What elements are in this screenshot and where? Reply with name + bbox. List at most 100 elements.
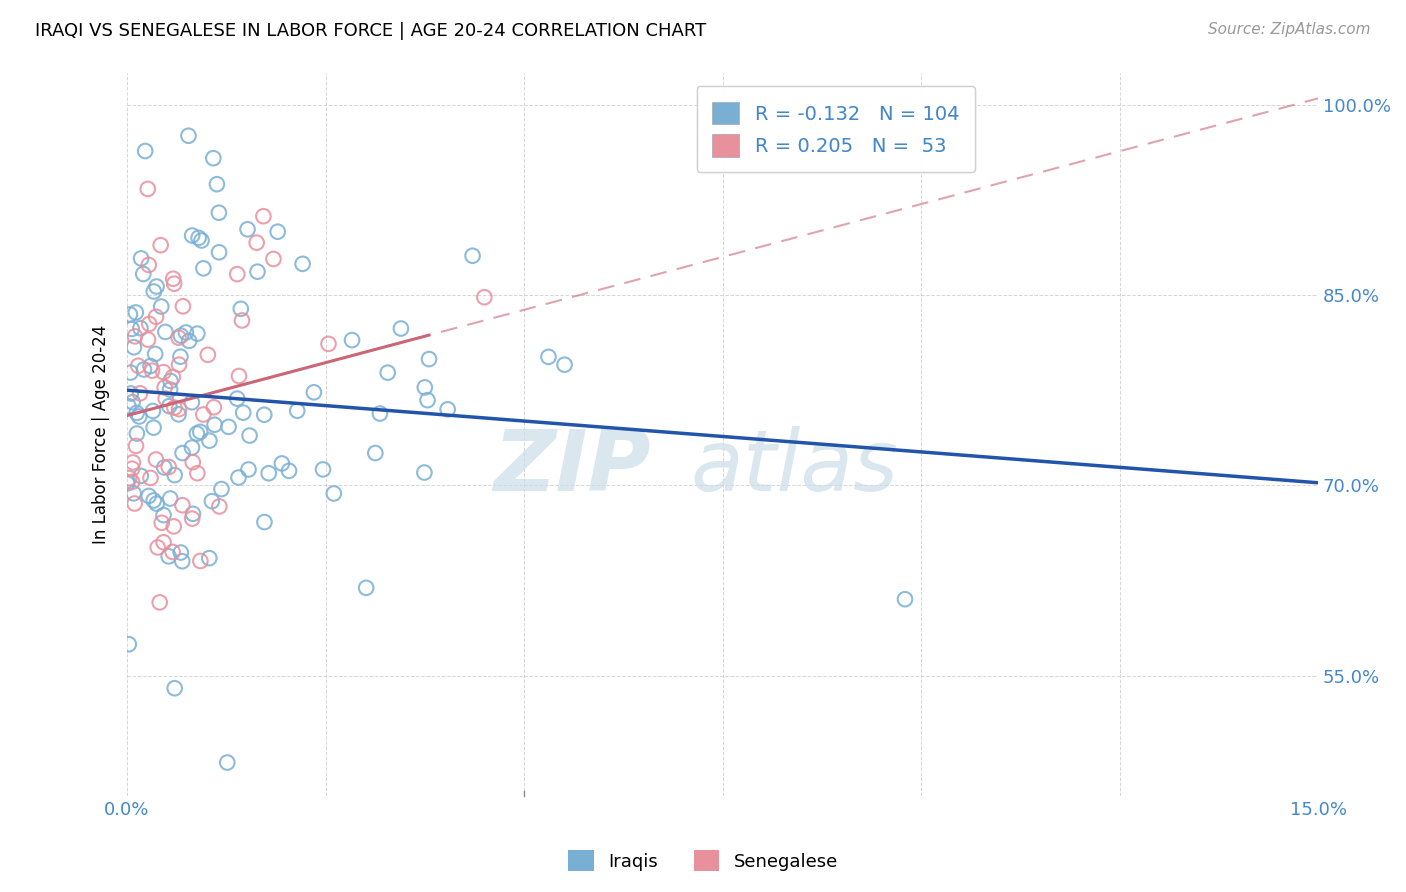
Point xyxy=(157,399,180,413)
Point xyxy=(142,404,165,418)
Text: Source: ZipAtlas.com: Source: ZipAtlas.com xyxy=(1208,22,1371,37)
Point xyxy=(181,228,204,243)
Point xyxy=(201,494,224,508)
Point xyxy=(322,486,344,500)
Point xyxy=(238,462,260,476)
Point xyxy=(159,491,181,506)
Point xyxy=(143,347,166,361)
Point xyxy=(136,182,159,196)
Point xyxy=(291,257,314,271)
Y-axis label: In Labor Force | Age 20-24: In Labor Force | Age 20-24 xyxy=(93,325,110,544)
Point xyxy=(537,350,560,364)
Point xyxy=(190,554,212,568)
Point xyxy=(157,460,180,475)
Point xyxy=(246,235,269,250)
Point xyxy=(129,321,152,335)
Legend: R = -0.132   N = 104, R = 0.205   N =  53: R = -0.132 N = 104, R = 0.205 N = 53 xyxy=(696,87,974,172)
Point xyxy=(152,508,174,522)
Point xyxy=(139,359,162,373)
Point xyxy=(239,428,262,442)
Point xyxy=(226,392,249,406)
Point xyxy=(159,383,181,397)
Point xyxy=(354,581,377,595)
Point xyxy=(129,469,152,483)
Point xyxy=(181,511,204,525)
Point xyxy=(138,489,160,503)
Point xyxy=(262,252,284,266)
Point xyxy=(132,362,155,376)
Point xyxy=(121,461,143,475)
Point xyxy=(145,452,167,467)
Point xyxy=(170,328,193,343)
Point xyxy=(121,395,143,409)
Point xyxy=(172,299,194,313)
Point xyxy=(208,245,231,260)
Point xyxy=(150,516,173,530)
Point xyxy=(145,310,167,324)
Point xyxy=(162,271,184,285)
Point xyxy=(285,403,308,417)
Point xyxy=(129,252,152,266)
Point xyxy=(128,409,150,424)
Point xyxy=(436,402,458,417)
Point xyxy=(169,350,191,364)
Point xyxy=(226,267,249,281)
Point xyxy=(149,238,172,252)
Point xyxy=(377,366,399,380)
Point xyxy=(132,267,155,281)
Point xyxy=(152,535,174,549)
Point xyxy=(138,258,160,272)
Point xyxy=(364,446,387,460)
Legend: Iraqis, Senegalese: Iraqis, Senegalese xyxy=(561,843,845,879)
Point xyxy=(232,406,254,420)
Point xyxy=(302,385,325,400)
Point xyxy=(146,541,169,555)
Point xyxy=(125,439,148,453)
Point xyxy=(252,209,274,223)
Point xyxy=(413,466,436,480)
Point xyxy=(150,300,173,314)
Point xyxy=(124,496,146,510)
Point xyxy=(231,313,253,327)
Point xyxy=(202,151,225,165)
Point xyxy=(188,425,211,439)
Point xyxy=(198,434,221,448)
Point xyxy=(181,455,204,469)
Point xyxy=(122,486,145,500)
Point xyxy=(228,369,250,384)
Point xyxy=(125,406,148,420)
Point xyxy=(141,364,163,378)
Point xyxy=(142,493,165,508)
Point xyxy=(389,321,412,335)
Point xyxy=(122,340,145,354)
Point xyxy=(186,426,208,441)
Point xyxy=(163,519,186,533)
Point xyxy=(253,408,276,422)
Point xyxy=(139,471,162,485)
Point xyxy=(162,370,184,384)
Point xyxy=(217,756,239,770)
Point xyxy=(180,395,202,409)
Point xyxy=(122,455,145,469)
Point xyxy=(118,471,141,485)
Point xyxy=(163,681,186,696)
Point xyxy=(145,279,167,293)
Point xyxy=(125,426,148,441)
Point xyxy=(181,441,204,455)
Point xyxy=(172,554,194,568)
Point xyxy=(257,467,280,481)
Text: atlas: atlas xyxy=(690,425,898,508)
Point xyxy=(157,549,180,564)
Point xyxy=(163,468,186,483)
Point xyxy=(149,595,172,609)
Point xyxy=(118,637,141,651)
Point xyxy=(187,231,209,245)
Point xyxy=(117,399,139,413)
Point xyxy=(312,462,335,476)
Point xyxy=(129,386,152,401)
Point xyxy=(554,358,576,372)
Point xyxy=(186,326,208,341)
Point xyxy=(163,401,186,415)
Point xyxy=(229,301,252,316)
Point xyxy=(121,322,143,336)
